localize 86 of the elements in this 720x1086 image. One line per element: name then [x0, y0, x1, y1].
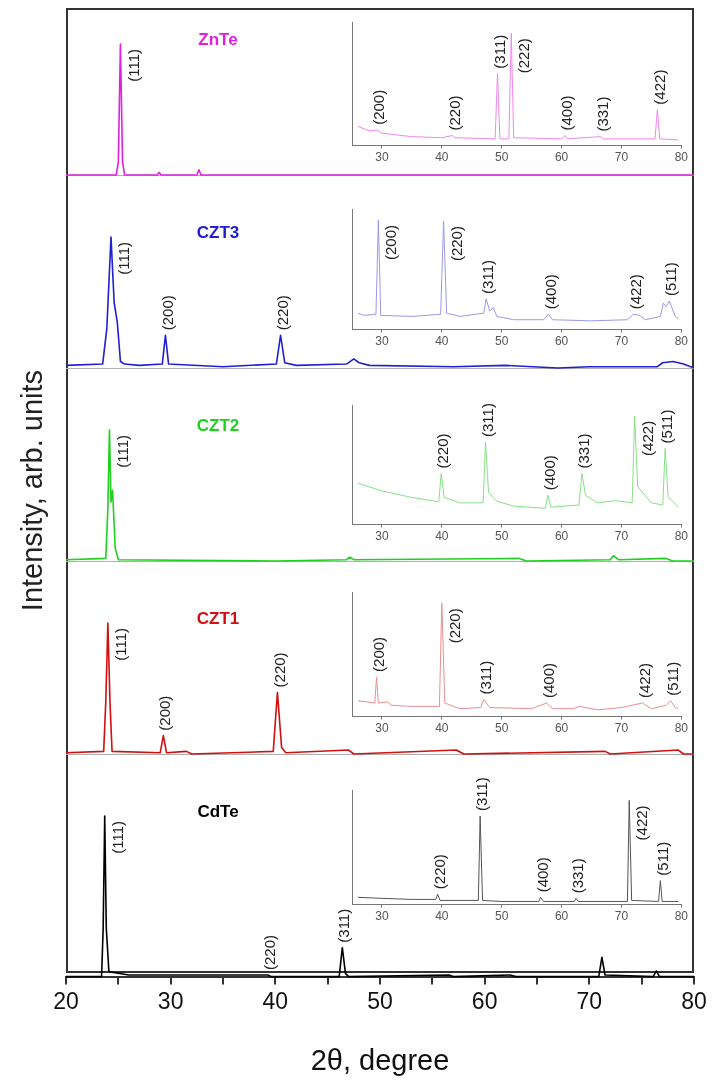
annotation: (400) — [533, 857, 551, 893]
x-axis-title: 2θ, degree — [310, 1043, 450, 1076]
annotation: (331) — [569, 858, 587, 894]
annotation: (220) — [445, 95, 463, 131]
x-tick-label: 40 — [435, 150, 449, 165]
annotation: (111) — [112, 627, 130, 661]
x-tick-label: 60 — [554, 529, 569, 544]
annotation: (400) — [541, 274, 559, 310]
x-tick-label: 70 — [614, 150, 629, 165]
annotation: (111) — [124, 48, 142, 82]
x-tick-label: 80 — [681, 987, 707, 1014]
annotation: (422) — [635, 662, 653, 699]
x-tick-label: 50 — [495, 334, 509, 349]
annotation: (200) — [382, 224, 400, 260]
annotation: (511) — [662, 262, 680, 297]
x-tick-label: 50 — [495, 721, 509, 736]
annotation: (400) — [558, 95, 576, 131]
x-tick-label: 30 — [157, 987, 184, 1014]
x-tick-label: 50 — [495, 909, 509, 924]
x-tick-label: 60 — [471, 987, 498, 1014]
x-tick-label: 40 — [435, 334, 449, 349]
x-tick-label: 40 — [435, 529, 449, 544]
annotation: (311) — [490, 34, 508, 69]
x-tick-label: 80 — [674, 150, 689, 165]
annotation: (422) — [626, 274, 644, 310]
x-tick-label: 30 — [375, 529, 389, 544]
x-tick-label: 40 — [262, 987, 289, 1014]
text: ZnTe — [198, 29, 238, 49]
text: CZT3 — [196, 222, 240, 242]
x-tick-label: 60 — [554, 909, 569, 924]
annotation: (311) — [478, 403, 496, 437]
text: CZT2 — [196, 415, 240, 435]
x-tick-label: 60 — [554, 150, 569, 165]
annotation: (220) — [270, 652, 288, 688]
x-tick-label: 40 — [435, 909, 449, 924]
annotation: (200) — [158, 295, 176, 331]
annotation: (511) — [658, 409, 676, 444]
annotation: (111) — [115, 241, 133, 275]
annotation: (511) — [663, 661, 681, 696]
annotation: (200) — [156, 695, 174, 731]
x-tick-label: 50 — [495, 529, 509, 544]
x-tick-label: 30 — [375, 334, 389, 349]
y-axis-title: Intensity, arb. units — [15, 369, 49, 611]
x-tick-label: 40 — [435, 721, 449, 736]
annotation: (200) — [370, 89, 388, 125]
x-tick-label: 70 — [614, 529, 629, 544]
annotation: (422) — [650, 69, 668, 105]
x-tick-label: 70 — [614, 909, 629, 924]
x-tick-label: 20 — [53, 987, 79, 1014]
x-tick-label: 50 — [367, 987, 393, 1014]
annotation: (311) — [473, 777, 491, 812]
annotation: (220) — [447, 226, 465, 262]
annotation: (311) — [476, 660, 494, 695]
annotation: (222) — [515, 38, 533, 74]
x-tick-label: 60 — [554, 721, 569, 736]
annotation: (220) — [434, 433, 452, 469]
x-tick-label: 60 — [554, 334, 569, 349]
x-tick-label: 80 — [674, 529, 689, 544]
annotation: (220) — [273, 295, 291, 331]
x-tick-label: 30 — [375, 721, 389, 736]
annotation: (400) — [540, 455, 558, 491]
x-tick-label: 70 — [576, 987, 603, 1014]
annotation: (220) — [445, 608, 463, 644]
annotation: (111) — [108, 820, 126, 854]
annotation: (400) — [539, 662, 557, 699]
annotation: (311) — [335, 908, 353, 943]
annotation: (331) — [593, 96, 611, 132]
annotation: (422) — [638, 420, 656, 456]
x-tick-label: 80 — [674, 721, 689, 736]
x-tick-label: 80 — [674, 334, 689, 349]
annotation: (511) — [653, 841, 671, 876]
x-tick-label: 50 — [495, 150, 509, 165]
x-tick-label: 30 — [375, 150, 389, 165]
text: CZT1 — [196, 608, 240, 628]
x-tick-label: 70 — [614, 721, 629, 736]
x-tick-label: 80 — [674, 909, 689, 924]
x-tick-label: 70 — [614, 334, 629, 349]
annotation: (220) — [261, 934, 279, 970]
annotation: (422) — [633, 805, 651, 841]
x-tick-label: 30 — [375, 909, 389, 924]
annotation: (331) — [575, 433, 593, 469]
annotation: (200) — [369, 636, 387, 672]
annotation: (111) — [113, 434, 131, 468]
annotation: (311) — [479, 259, 497, 294]
annotation: (220) — [430, 854, 448, 890]
text: CdTe — [197, 801, 239, 821]
